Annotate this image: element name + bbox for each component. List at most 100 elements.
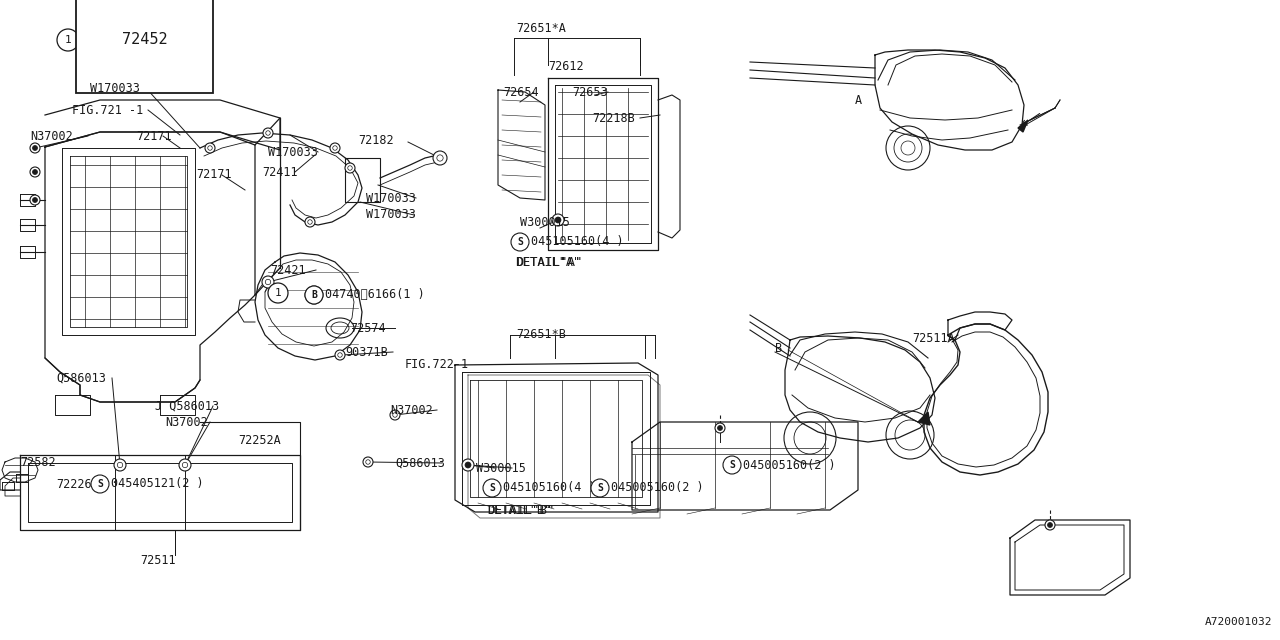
Circle shape — [886, 411, 934, 459]
Circle shape — [723, 456, 741, 474]
Circle shape — [783, 412, 836, 464]
Circle shape — [433, 151, 447, 165]
Circle shape — [29, 195, 40, 205]
Circle shape — [366, 460, 370, 464]
Text: 045105160(4 ): 045105160(4 ) — [503, 481, 595, 495]
Circle shape — [114, 459, 125, 471]
Text: 72218B: 72218B — [591, 111, 635, 125]
Circle shape — [348, 166, 352, 170]
Text: 90371B: 90371B — [346, 346, 388, 358]
Circle shape — [333, 146, 337, 150]
Ellipse shape — [326, 318, 355, 338]
Circle shape — [556, 217, 561, 223]
Circle shape — [390, 410, 399, 420]
Circle shape — [364, 457, 372, 467]
Text: J Q586013: J Q586013 — [155, 399, 219, 413]
Text: 1: 1 — [275, 288, 282, 298]
Circle shape — [266, 131, 270, 135]
Text: N37002: N37002 — [390, 403, 433, 417]
Text: Q586013: Q586013 — [56, 371, 106, 385]
Circle shape — [718, 426, 722, 431]
Text: B: B — [311, 290, 317, 300]
Text: 045005160(2 ): 045005160(2 ) — [742, 458, 836, 472]
Text: S: S — [596, 483, 603, 493]
Text: W300015: W300015 — [476, 461, 526, 474]
Circle shape — [465, 462, 471, 468]
Circle shape — [262, 276, 274, 288]
Circle shape — [1044, 520, 1055, 530]
Circle shape — [716, 423, 724, 433]
Circle shape — [886, 126, 931, 170]
Circle shape — [32, 198, 37, 202]
Text: W170033: W170033 — [268, 145, 317, 159]
Text: DETAIL"A": DETAIL"A" — [515, 255, 582, 269]
Text: W300015: W300015 — [520, 216, 570, 228]
Circle shape — [305, 217, 315, 227]
Text: DETAIL"A": DETAIL"A" — [516, 255, 580, 269]
Text: B: B — [311, 290, 317, 300]
Text: 72252A: 72252A — [238, 433, 280, 447]
Text: 045105160(4 ): 045105160(4 ) — [531, 236, 623, 248]
Text: 72654: 72654 — [503, 86, 539, 99]
Text: 1: 1 — [64, 35, 72, 45]
Text: 045405121(2 ): 045405121(2 ) — [111, 477, 204, 490]
Circle shape — [338, 353, 342, 357]
Text: 04740⁠6166(1 ): 04740⁠6166(1 ) — [325, 289, 425, 301]
Text: FIG.722-1: FIG.722-1 — [404, 358, 470, 371]
Text: 045005160(2 ): 045005160(2 ) — [611, 481, 704, 495]
Text: S: S — [517, 237, 524, 247]
Text: Q586013: Q586013 — [396, 456, 445, 470]
Circle shape — [265, 279, 270, 285]
Text: A: A — [855, 93, 863, 106]
Text: 72651*A: 72651*A — [516, 22, 566, 35]
Circle shape — [205, 143, 215, 153]
Circle shape — [552, 214, 564, 226]
Polygon shape — [1018, 120, 1028, 132]
Text: 72171: 72171 — [136, 129, 172, 143]
Circle shape — [182, 462, 188, 468]
Text: 72452: 72452 — [122, 33, 168, 47]
Text: N37002: N37002 — [165, 415, 207, 429]
Circle shape — [346, 163, 355, 173]
Text: 72226: 72226 — [56, 477, 92, 490]
Circle shape — [1047, 522, 1052, 527]
Text: S: S — [489, 483, 495, 493]
Circle shape — [29, 143, 40, 153]
Text: 72511: 72511 — [141, 554, 175, 566]
Polygon shape — [918, 412, 931, 425]
Circle shape — [118, 462, 123, 468]
Circle shape — [462, 459, 474, 471]
Text: FIG.721 -1: FIG.721 -1 — [72, 104, 143, 116]
Circle shape — [268, 283, 288, 303]
Text: 72653: 72653 — [572, 86, 608, 99]
Circle shape — [483, 479, 500, 497]
Circle shape — [32, 145, 37, 150]
Text: 72574: 72574 — [349, 321, 385, 335]
Circle shape — [91, 475, 109, 493]
Circle shape — [591, 479, 609, 497]
Circle shape — [305, 286, 323, 304]
Text: W170033: W170033 — [90, 81, 140, 95]
Text: 72411: 72411 — [262, 166, 298, 179]
Text: W170033: W170033 — [366, 191, 416, 205]
Text: 72511A: 72511A — [911, 332, 955, 344]
Text: 72582: 72582 — [20, 456, 55, 468]
Text: S: S — [730, 460, 735, 470]
Circle shape — [32, 170, 37, 175]
Text: W170033: W170033 — [366, 209, 416, 221]
Circle shape — [330, 143, 340, 153]
Circle shape — [58, 29, 79, 51]
Circle shape — [335, 350, 346, 360]
Text: N37002: N37002 — [29, 129, 73, 143]
Text: B: B — [774, 342, 782, 355]
Circle shape — [393, 413, 397, 417]
Circle shape — [207, 146, 212, 150]
Text: 72171: 72171 — [196, 168, 232, 182]
Circle shape — [436, 155, 443, 161]
Text: 72182: 72182 — [358, 134, 394, 147]
Text: DETAIL"B": DETAIL"B" — [486, 504, 554, 516]
Circle shape — [511, 233, 529, 251]
Circle shape — [307, 220, 312, 224]
Text: 72612: 72612 — [548, 60, 584, 72]
Circle shape — [262, 128, 273, 138]
